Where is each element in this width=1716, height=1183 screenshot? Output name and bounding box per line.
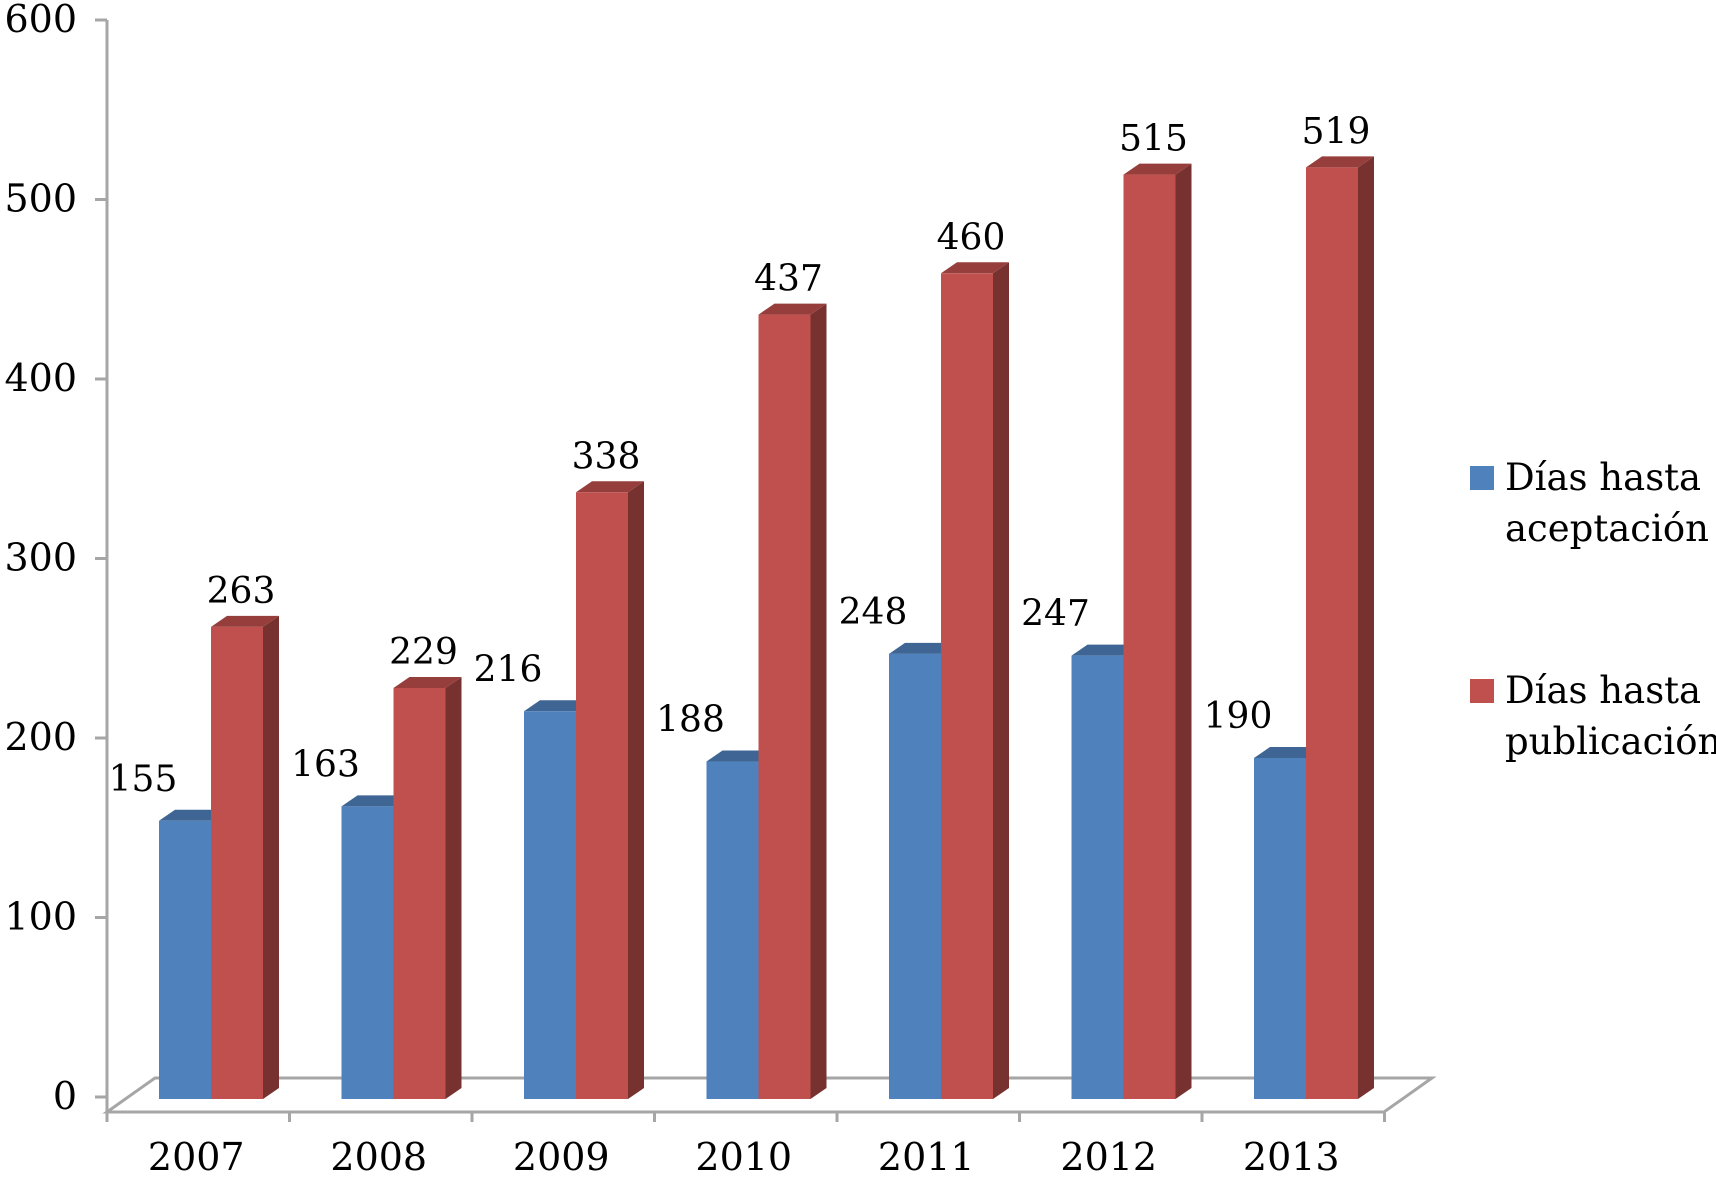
bar-aceptacion	[524, 711, 576, 1099]
y-tick-label: 0	[53, 1074, 77, 1118]
bar-side-publicacion	[993, 262, 1009, 1099]
bar-publicacion	[758, 314, 811, 1100]
bar-aceptacion	[889, 653, 941, 1099]
bar-top-aceptacion	[889, 642, 957, 654]
bar-top-aceptacion	[524, 700, 592, 712]
data-label: 190	[1204, 696, 1273, 737]
bar-side-publicacion	[1175, 163, 1192, 1099]
bar-top-aceptacion	[1071, 644, 1140, 656]
bar-top-publicacion	[1123, 163, 1192, 175]
data-label: 519	[1302, 111, 1371, 152]
bar-side-publicacion	[445, 676, 462, 1099]
data-label: 229	[389, 632, 458, 673]
bar-aceptacion	[1071, 655, 1124, 1099]
data-label: 515	[1119, 119, 1188, 160]
bar-top-aceptacion	[159, 809, 227, 821]
y-tick-label: 100	[4, 895, 77, 939]
data-label: 248	[839, 592, 908, 633]
data-label: 216	[474, 649, 543, 690]
bar-publicacion	[393, 687, 446, 1099]
data-label: 163	[291, 744, 360, 785]
bar-side-publicacion	[1358, 156, 1374, 1099]
bar-top-publicacion	[758, 303, 827, 315]
bar-aceptacion	[1254, 757, 1306, 1099]
data-label: 338	[572, 436, 641, 477]
x-tick-label: 2011	[878, 1135, 975, 1179]
data-label: 460	[937, 217, 1006, 258]
bar-top-aceptacion	[706, 750, 775, 762]
legend-label: aceptación	[1505, 507, 1709, 550]
x-tick-label: 2012	[1060, 1135, 1157, 1179]
bar-publicacion	[941, 273, 993, 1099]
bar-publicacion	[576, 492, 628, 1099]
data-label: 188	[656, 700, 725, 741]
bar-side-publicacion	[263, 615, 279, 1099]
y-tick-label: 200	[4, 715, 77, 759]
data-label: 155	[109, 759, 178, 800]
bar-aceptacion	[341, 806, 394, 1099]
x-tick-label: 2010	[695, 1135, 792, 1179]
bar-aceptacion	[159, 820, 211, 1099]
legend-label: Días hasta	[1505, 669, 1701, 712]
data-label: 247	[1021, 594, 1090, 635]
y-tick-label: 500	[4, 177, 77, 221]
data-label: 437	[754, 259, 823, 300]
x-tick-label: 2013	[1243, 1135, 1340, 1179]
legend-swatch-publicacion	[1470, 679, 1494, 703]
bar-publicacion	[211, 626, 263, 1099]
x-tick-label: 2009	[513, 1135, 610, 1179]
bar-side-publicacion	[628, 481, 644, 1099]
bar-top-publicacion	[1306, 156, 1374, 168]
bar-top-publicacion	[576, 481, 644, 493]
legend-label: Días hasta	[1505, 456, 1701, 499]
x-tick-label: 2007	[148, 1135, 245, 1179]
data-label: 263	[207, 571, 276, 612]
legend-swatch-aceptacion	[1470, 466, 1494, 490]
y-tick-label: 600	[4, 0, 77, 41]
x-tick-label: 2008	[330, 1135, 427, 1179]
bar-publicacion	[1123, 174, 1176, 1099]
y-tick-label: 300	[4, 536, 77, 580]
bar-publicacion	[1306, 167, 1358, 1099]
bar-top-aceptacion	[1254, 746, 1322, 758]
bar-top-aceptacion	[341, 795, 410, 807]
bar-top-publicacion	[211, 615, 279, 627]
y-tick-label: 400	[4, 356, 77, 400]
bar-side-publicacion	[810, 303, 827, 1100]
bar-aceptacion	[706, 761, 759, 1099]
bar-top-publicacion	[393, 676, 462, 688]
bar-top-publicacion	[941, 262, 1009, 274]
legend-label: publicación	[1505, 720, 1716, 763]
